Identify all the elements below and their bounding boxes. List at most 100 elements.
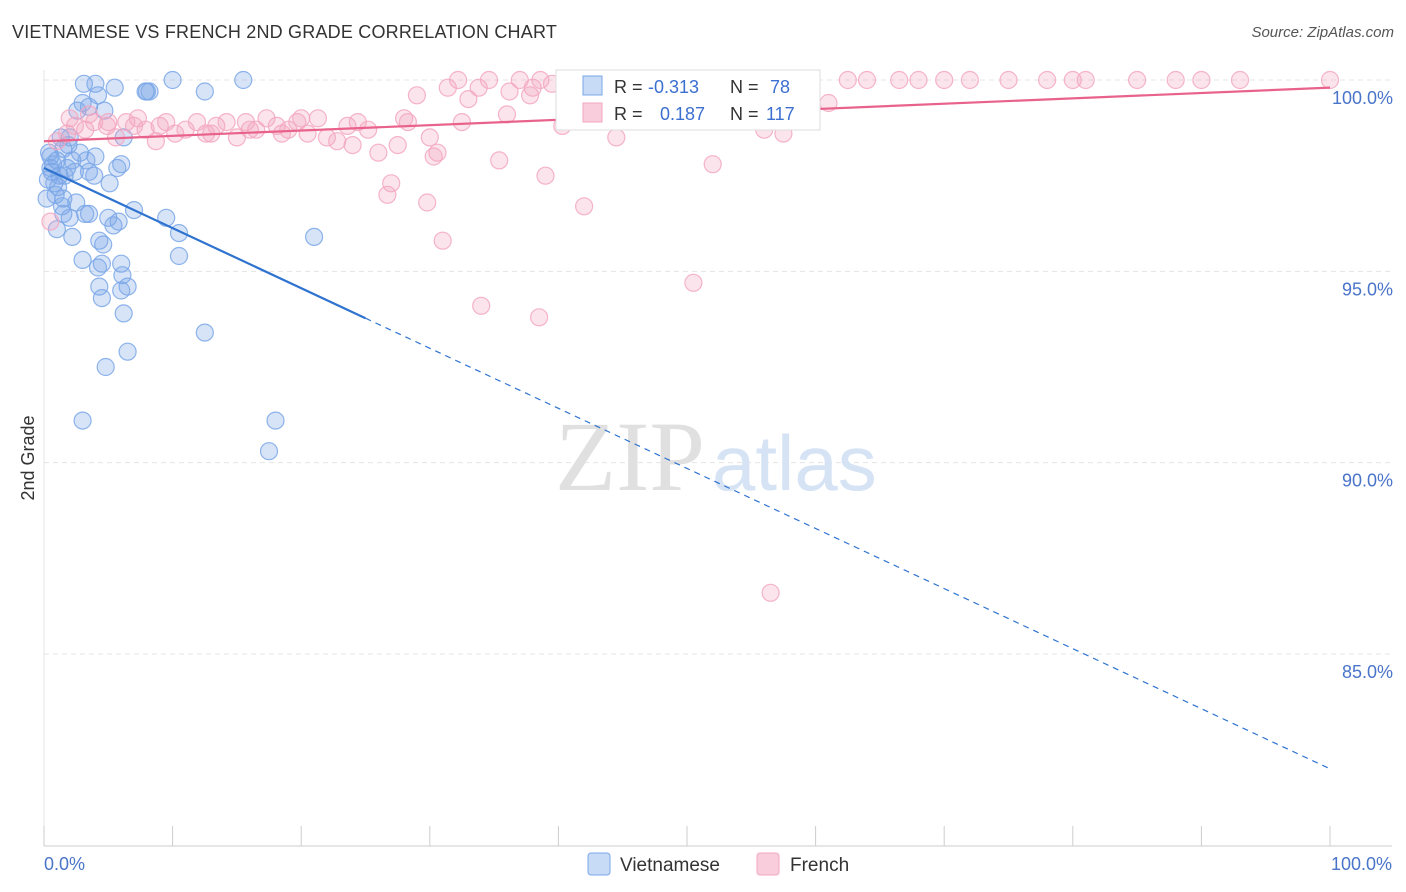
point-vietnamese-48 bbox=[169, 246, 189, 266]
y-tick-labels: 100.0% 95.0% 90.0% 85.0% bbox=[1332, 88, 1393, 682]
point-french-43 bbox=[469, 78, 488, 97]
point-french-38 bbox=[418, 193, 437, 212]
watermark-zip: ZIP bbox=[555, 401, 705, 512]
point-vietnamese-4 bbox=[140, 82, 159, 101]
point-french-105 bbox=[607, 128, 626, 147]
point-french-35 bbox=[388, 136, 407, 155]
point-french-22 bbox=[257, 109, 276, 128]
gridlines bbox=[43, 70, 1392, 846]
point-french-81 bbox=[1192, 70, 1211, 90]
point-vietnamese-44 bbox=[305, 227, 324, 246]
point-french-33 bbox=[369, 143, 388, 162]
point-french-27 bbox=[308, 109, 327, 128]
point-vietnamese-50 bbox=[113, 266, 132, 285]
point-french-98 bbox=[452, 112, 471, 132]
point-vietnamese-27 bbox=[100, 174, 119, 193]
legend-swatch-french bbox=[582, 102, 603, 123]
point-french-110 bbox=[703, 155, 722, 174]
point-french-95 bbox=[395, 109, 414, 128]
point-french-32 bbox=[359, 120, 378, 139]
point-french-83 bbox=[1320, 70, 1340, 90]
series-legend-label-french: French bbox=[790, 855, 849, 876]
series-legend-label-vietnamese: Vietnamese bbox=[620, 855, 720, 876]
legend-r-label-vietnamese: R = bbox=[614, 77, 643, 97]
point-french-107 bbox=[529, 308, 549, 327]
points-vietnamese bbox=[37, 70, 324, 461]
point-vietnamese-57 bbox=[118, 342, 137, 361]
point-french-10 bbox=[136, 120, 155, 139]
point-french-46 bbox=[500, 82, 519, 101]
point-french-29 bbox=[328, 132, 347, 151]
point-french-40 bbox=[438, 78, 457, 97]
point-french-31 bbox=[348, 112, 367, 132]
point-french-88 bbox=[150, 116, 169, 136]
legend-r-label-french: R = bbox=[614, 104, 643, 124]
point-vietnamese-45 bbox=[73, 250, 92, 269]
point-vietnamese-71 bbox=[95, 101, 114, 120]
x-tick-label-min: 0.0% bbox=[44, 854, 85, 874]
point-french-37 bbox=[407, 86, 426, 105]
point-french-94 bbox=[382, 174, 401, 193]
point-french-84 bbox=[60, 109, 79, 128]
y-tick-label-0: 100.0% bbox=[1332, 88, 1393, 108]
trend-line-vietnamese bbox=[43, 167, 366, 320]
point-vietnamese-7 bbox=[234, 70, 253, 90]
points-layer bbox=[37, 70, 1340, 602]
point-french-92 bbox=[292, 109, 311, 128]
point-french-45 bbox=[490, 151, 509, 170]
point-vietnamese-75 bbox=[108, 158, 127, 178]
x-ticks bbox=[43, 826, 1331, 846]
point-french-30 bbox=[338, 116, 357, 136]
point-french-108 bbox=[574, 197, 594, 216]
point-vietnamese-38 bbox=[157, 208, 176, 227]
point-vietnamese-37 bbox=[109, 212, 128, 231]
point-vietnamese-49 bbox=[88, 258, 108, 277]
point-french-77 bbox=[1063, 70, 1082, 90]
point-french-72 bbox=[909, 70, 928, 90]
point-vietnamese-53 bbox=[112, 281, 131, 300]
point-french-78 bbox=[1076, 70, 1095, 90]
y-tick-label-3: 85.0% bbox=[1342, 662, 1393, 682]
legend-n-value-vietnamese: 78 bbox=[770, 77, 790, 97]
point-vietnamese-58 bbox=[96, 357, 115, 377]
point-french-0 bbox=[41, 212, 60, 231]
point-vietnamese-40 bbox=[47, 220, 67, 239]
point-french-99 bbox=[472, 296, 491, 315]
point-french-90 bbox=[240, 120, 259, 139]
point-french-71 bbox=[890, 70, 909, 90]
series-legend-swatch-french bbox=[756, 852, 780, 876]
point-vietnamese-74 bbox=[52, 197, 72, 216]
point-vietnamese-6 bbox=[195, 82, 214, 101]
point-french-85 bbox=[79, 105, 99, 124]
point-french-2 bbox=[57, 124, 77, 143]
legend-n-label-french: N = bbox=[730, 104, 759, 124]
point-vietnamese-43 bbox=[94, 235, 113, 254]
point-vietnamese-19 bbox=[86, 147, 105, 166]
point-french-70 bbox=[857, 70, 877, 90]
y-axis-label: 2nd Grade bbox=[18, 415, 38, 500]
point-vietnamese-76 bbox=[76, 204, 95, 223]
point-french-91 bbox=[272, 124, 291, 143]
point-french-26 bbox=[298, 124, 317, 143]
series-legend: Vietnamese French bbox=[587, 852, 849, 876]
point-french-109 bbox=[684, 273, 703, 292]
point-vietnamese-77 bbox=[37, 189, 56, 208]
watermark-atlas: atlas bbox=[712, 419, 877, 507]
point-vietnamese-51 bbox=[90, 277, 109, 296]
point-french-87 bbox=[124, 116, 144, 136]
point-french-79 bbox=[1127, 70, 1147, 90]
y-tick-label-2: 90.0% bbox=[1342, 471, 1393, 491]
point-french-101 bbox=[523, 78, 542, 97]
point-french-13 bbox=[166, 124, 185, 143]
point-french-69 bbox=[838, 70, 857, 90]
source-credit: Source: ZipAtlas.com bbox=[1251, 24, 1394, 41]
point-french-42 bbox=[459, 89, 478, 109]
point-vietnamese-67 bbox=[85, 166, 104, 185]
legend-swatch-vietnamese bbox=[582, 75, 603, 96]
point-french-74 bbox=[960, 70, 980, 90]
point-french-116 bbox=[424, 147, 443, 166]
point-french-18 bbox=[217, 112, 236, 132]
point-vietnamese-41 bbox=[63, 227, 82, 246]
points-french bbox=[41, 70, 1340, 602]
